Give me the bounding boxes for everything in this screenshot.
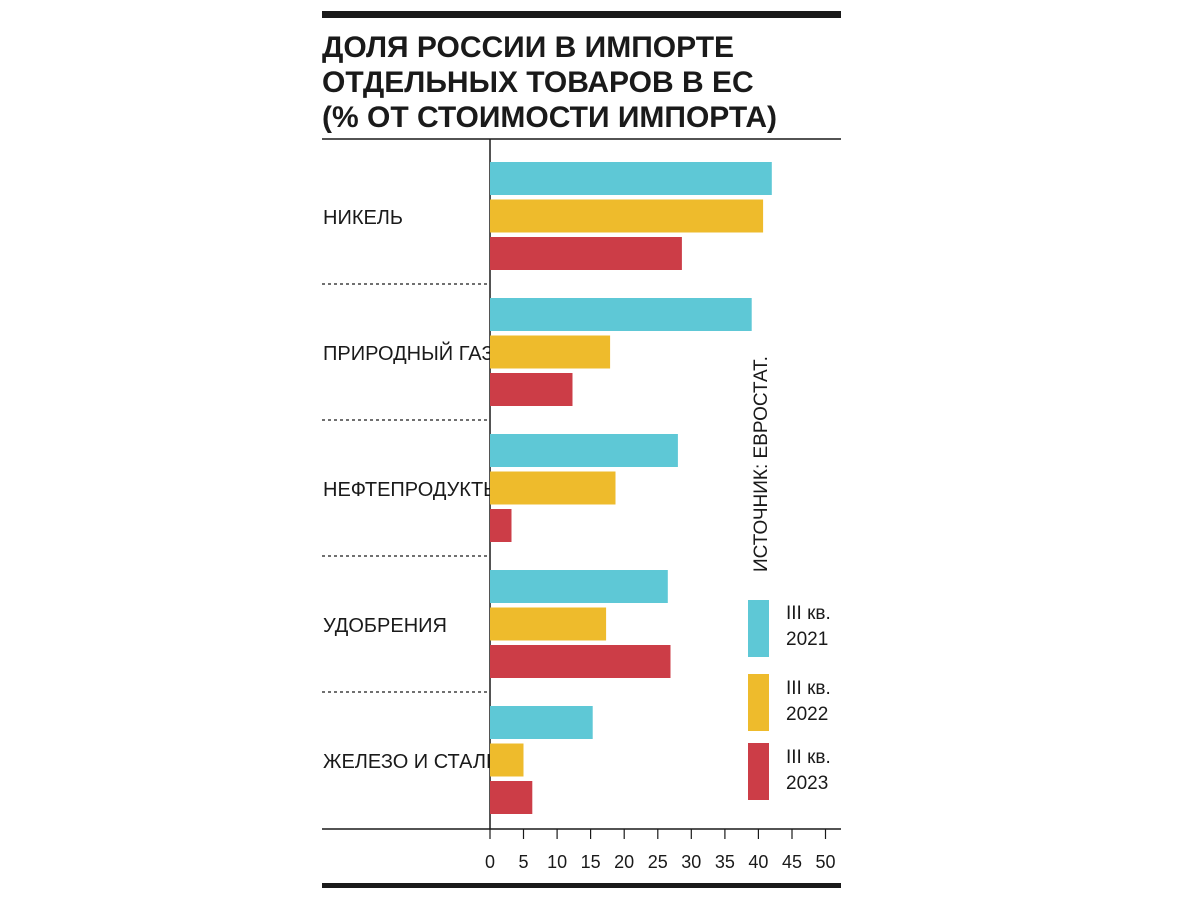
x-tick-label: 0 — [485, 852, 495, 872]
legend-swatch-2021 — [748, 600, 769, 657]
source-note: ИСТОЧНИК: ЕВРОСТАТ. — [751, 356, 772, 572]
bottom-rule — [322, 883, 841, 888]
bars-group — [490, 162, 772, 814]
x-tick-label: 25 — [648, 852, 668, 872]
bar-iron-steel-2023 — [490, 781, 533, 814]
bar-fertilizers-2023 — [490, 645, 671, 678]
x-tick-label: 45 — [782, 852, 802, 872]
x-tick-label: 50 — [815, 852, 835, 872]
chart-title-line-2: ОТДЕЛЬНЫХ ТОВАРОВ В ЕС — [322, 66, 754, 99]
x-tick-label: 35 — [715, 852, 735, 872]
legend: III кв. 2021 III кв. 2022 III кв. 2023 — [748, 600, 831, 800]
category-label-natural-gas: ПРИРОДНЫЙ ГАЗ — [323, 341, 493, 365]
chart-title-line-3: (% ОТ СТОИМОСТИ ИМПОРТА) — [322, 101, 777, 134]
bar-nickel-2021 — [490, 162, 772, 195]
x-ticks-group: 0 5 10 15 20 25 30 35 40 45 50 — [485, 829, 836, 872]
legend-swatch-2023 — [748, 743, 769, 800]
x-tick-label: 30 — [681, 852, 701, 872]
legend-label-2021-line2: 2021 — [786, 629, 828, 650]
legend-swatch-2022 — [748, 674, 769, 731]
bar-natural-gas-2023 — [490, 373, 573, 406]
bar-oil-products-2022 — [490, 471, 616, 505]
legend-label-2023-line2: 2023 — [786, 773, 828, 794]
x-tick-label: 15 — [581, 852, 601, 872]
bar-iron-steel-2022 — [490, 743, 524, 777]
bar-nickel-2023 — [490, 237, 682, 270]
legend-label-2021-line1: III кв. — [786, 603, 831, 624]
bar-nickel-2022 — [490, 199, 764, 233]
category-label-oil-products: НЕФТЕПРОДУКТЫ — [323, 479, 501, 501]
x-tick-label: 40 — [748, 852, 768, 872]
legend-label-2022-line1: III кв. — [786, 678, 831, 699]
legend-label-2023-line1: III кв. — [786, 747, 831, 768]
x-tick-label: 5 — [518, 852, 528, 872]
bar-fertilizers-2022 — [490, 607, 607, 641]
chart-title-line-1: ДОЛЯ РОССИИ В ИМПОРТЕ — [322, 31, 734, 64]
top-rule — [322, 11, 841, 18]
x-tick-label: 20 — [614, 852, 634, 872]
x-tick-label: 10 — [547, 852, 567, 872]
bar-fertilizers-2021 — [490, 570, 668, 603]
bar-oil-products-2023 — [490, 509, 512, 542]
legend-label-2022-line2: 2022 — [786, 704, 828, 725]
bar-natural-gas-2021 — [490, 298, 752, 331]
category-label-fertilizers: УДОБРЕНИЯ — [323, 615, 447, 637]
category-label-nickel: НИКЕЛЬ — [323, 207, 403, 229]
bar-iron-steel-2021 — [490, 706, 593, 739]
bar-oil-products-2021 — [490, 434, 678, 467]
category-label-iron-steel: ЖЕЛЕЗО И СТАЛЬ — [323, 751, 499, 773]
bar-natural-gas-2022 — [490, 335, 611, 369]
